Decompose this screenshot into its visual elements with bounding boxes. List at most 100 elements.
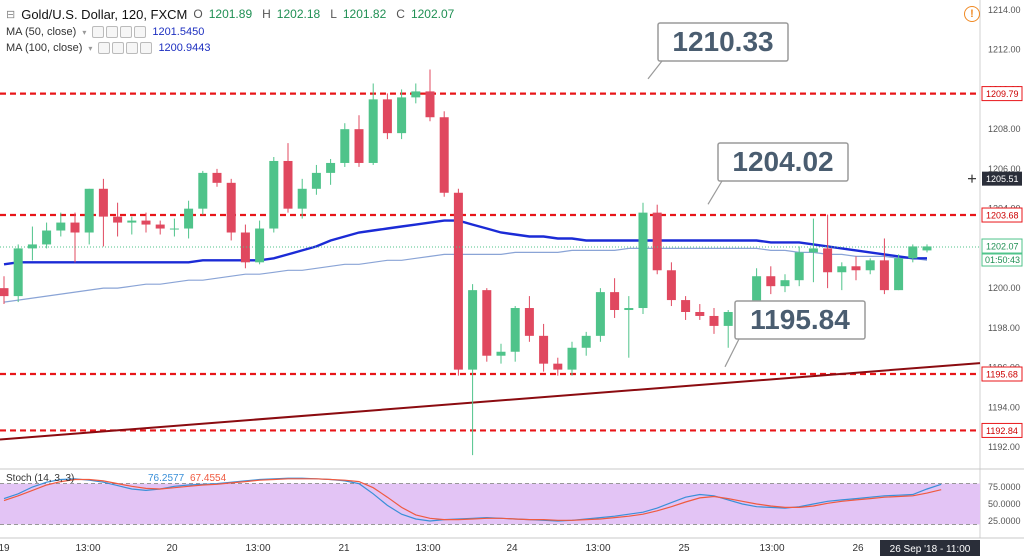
close-icon[interactable]	[140, 42, 153, 54]
candle-body[interactable]	[368, 99, 378, 163]
candle-body[interactable]	[0, 288, 9, 297]
ma100-line	[3, 247, 928, 303]
candle-body[interactable]	[27, 244, 37, 249]
candle-body[interactable]	[411, 91, 421, 98]
time-tick-label: 13:00	[415, 543, 440, 554]
candle-body[interactable]	[752, 276, 762, 316]
candle-body[interactable]	[581, 335, 591, 348]
current-price-label: 1202.07	[986, 242, 1019, 252]
candle-body[interactable]	[184, 208, 194, 229]
candle-body[interactable]	[681, 300, 691, 312]
candle-body[interactable]	[894, 258, 904, 291]
time-cursor-tag	[880, 540, 980, 556]
settings-icon[interactable]	[112, 42, 125, 54]
candle-body[interactable]	[226, 182, 236, 233]
candle-body[interactable]	[723, 311, 733, 326]
candle-body[interactable]	[84, 188, 94, 233]
price-callout-box[interactable]	[657, 22, 789, 62]
candle-body[interactable]	[141, 220, 151, 225]
candle-body[interactable]	[823, 248, 833, 273]
candle-body[interactable]	[42, 230, 52, 245]
ma50-controls[interactable]	[92, 26, 147, 38]
warning-icon[interactable]: !	[964, 6, 980, 22]
candle-body[interactable]	[326, 162, 336, 173]
ma100-dropdown-icon[interactable]: ▾	[88, 43, 93, 53]
ma100-legend[interactable]: MA (100, close) ▾ 1200.9443	[6, 40, 210, 56]
candle-body[interactable]	[453, 192, 463, 370]
candle-body[interactable]	[595, 292, 605, 336]
candle-body[interactable]	[269, 160, 279, 229]
candle-body[interactable]	[212, 172, 222, 183]
candle-body[interactable]	[397, 97, 407, 134]
add-icon[interactable]	[120, 26, 133, 38]
candle-body[interactable]	[240, 232, 250, 263]
candle-body[interactable]	[496, 351, 506, 356]
candle-body[interactable]	[766, 276, 776, 287]
level-price-label: 1209.79	[986, 89, 1019, 99]
candle-body[interactable]	[13, 248, 23, 297]
time-tick-label: 13:00	[585, 543, 610, 554]
collapse-icon[interactable]: ⊟	[6, 8, 16, 21]
candle-body[interactable]	[610, 292, 620, 311]
price-callout-box[interactable]	[717, 142, 849, 182]
candle-body[interactable]	[70, 222, 80, 233]
stoch-d-line	[3, 478, 942, 521]
current-price-tag	[981, 238, 1023, 254]
candle-body[interactable]	[851, 266, 861, 271]
candle-body[interactable]	[553, 363, 563, 370]
candle-body[interactable]	[468, 290, 478, 370]
candle-body[interactable]	[510, 308, 520, 352]
crosshair-price-tag	[982, 171, 1022, 186]
high-label: H	[262, 7, 271, 21]
candle-body[interactable]	[539, 335, 549, 364]
add-icon[interactable]	[126, 42, 139, 54]
candle-body[interactable]	[382, 99, 392, 134]
candle-body[interactable]	[865, 260, 875, 271]
price-callout-box[interactable]	[734, 300, 866, 340]
trendline[interactable]	[0, 362, 981, 441]
candle-body[interactable]	[311, 172, 321, 189]
candle-body[interactable]	[56, 222, 66, 231]
candle-body[interactable]	[695, 311, 705, 316]
candle-body[interactable]	[198, 172, 208, 209]
eye-icon[interactable]	[92, 26, 105, 38]
candle-body[interactable]	[837, 266, 847, 273]
price-callout-text: 1204.02	[732, 146, 833, 177]
candle-body[interactable]	[524, 308, 534, 336]
candle-body[interactable]	[638, 212, 648, 309]
level-price-tag	[981, 366, 1023, 382]
candle-body[interactable]	[709, 315, 719, 326]
settings-icon[interactable]	[106, 26, 119, 38]
close-value: 1202.07	[410, 7, 455, 21]
candle-body[interactable]	[255, 228, 265, 263]
close-icon[interactable]	[134, 26, 147, 38]
ma50-legend[interactable]: MA (50, close) ▾ 1201.5450	[6, 24, 204, 40]
candle-body[interactable]	[908, 246, 918, 259]
candle-body[interactable]	[169, 228, 179, 230]
candle-body[interactable]	[354, 129, 364, 163]
candle-body[interactable]	[652, 212, 662, 271]
candle-body[interactable]	[624, 308, 634, 311]
eye-icon[interactable]	[98, 42, 111, 54]
candle-body[interactable]	[155, 224, 165, 229]
candle-body[interactable]	[340, 129, 350, 163]
candle-body[interactable]	[879, 260, 889, 291]
candle-body[interactable]	[666, 270, 676, 301]
candle-body[interactable]	[113, 216, 123, 223]
candle-body[interactable]	[482, 290, 492, 356]
candle-body[interactable]	[98, 188, 108, 217]
candle-body[interactable]	[922, 246, 932, 251]
candle-body[interactable]	[794, 252, 804, 281]
candle-body[interactable]	[439, 117, 449, 193]
candle-body[interactable]	[808, 248, 818, 253]
candle-body[interactable]	[127, 220, 137, 223]
candle-body[interactable]	[297, 188, 307, 209]
ma50-dropdown-icon[interactable]: ▾	[82, 27, 87, 37]
candle-body[interactable]	[567, 347, 577, 370]
candle-body[interactable]	[425, 91, 435, 118]
ma100-controls[interactable]	[98, 42, 153, 54]
candle-body[interactable]	[283, 160, 293, 209]
candle-body[interactable]	[780, 280, 790, 287]
